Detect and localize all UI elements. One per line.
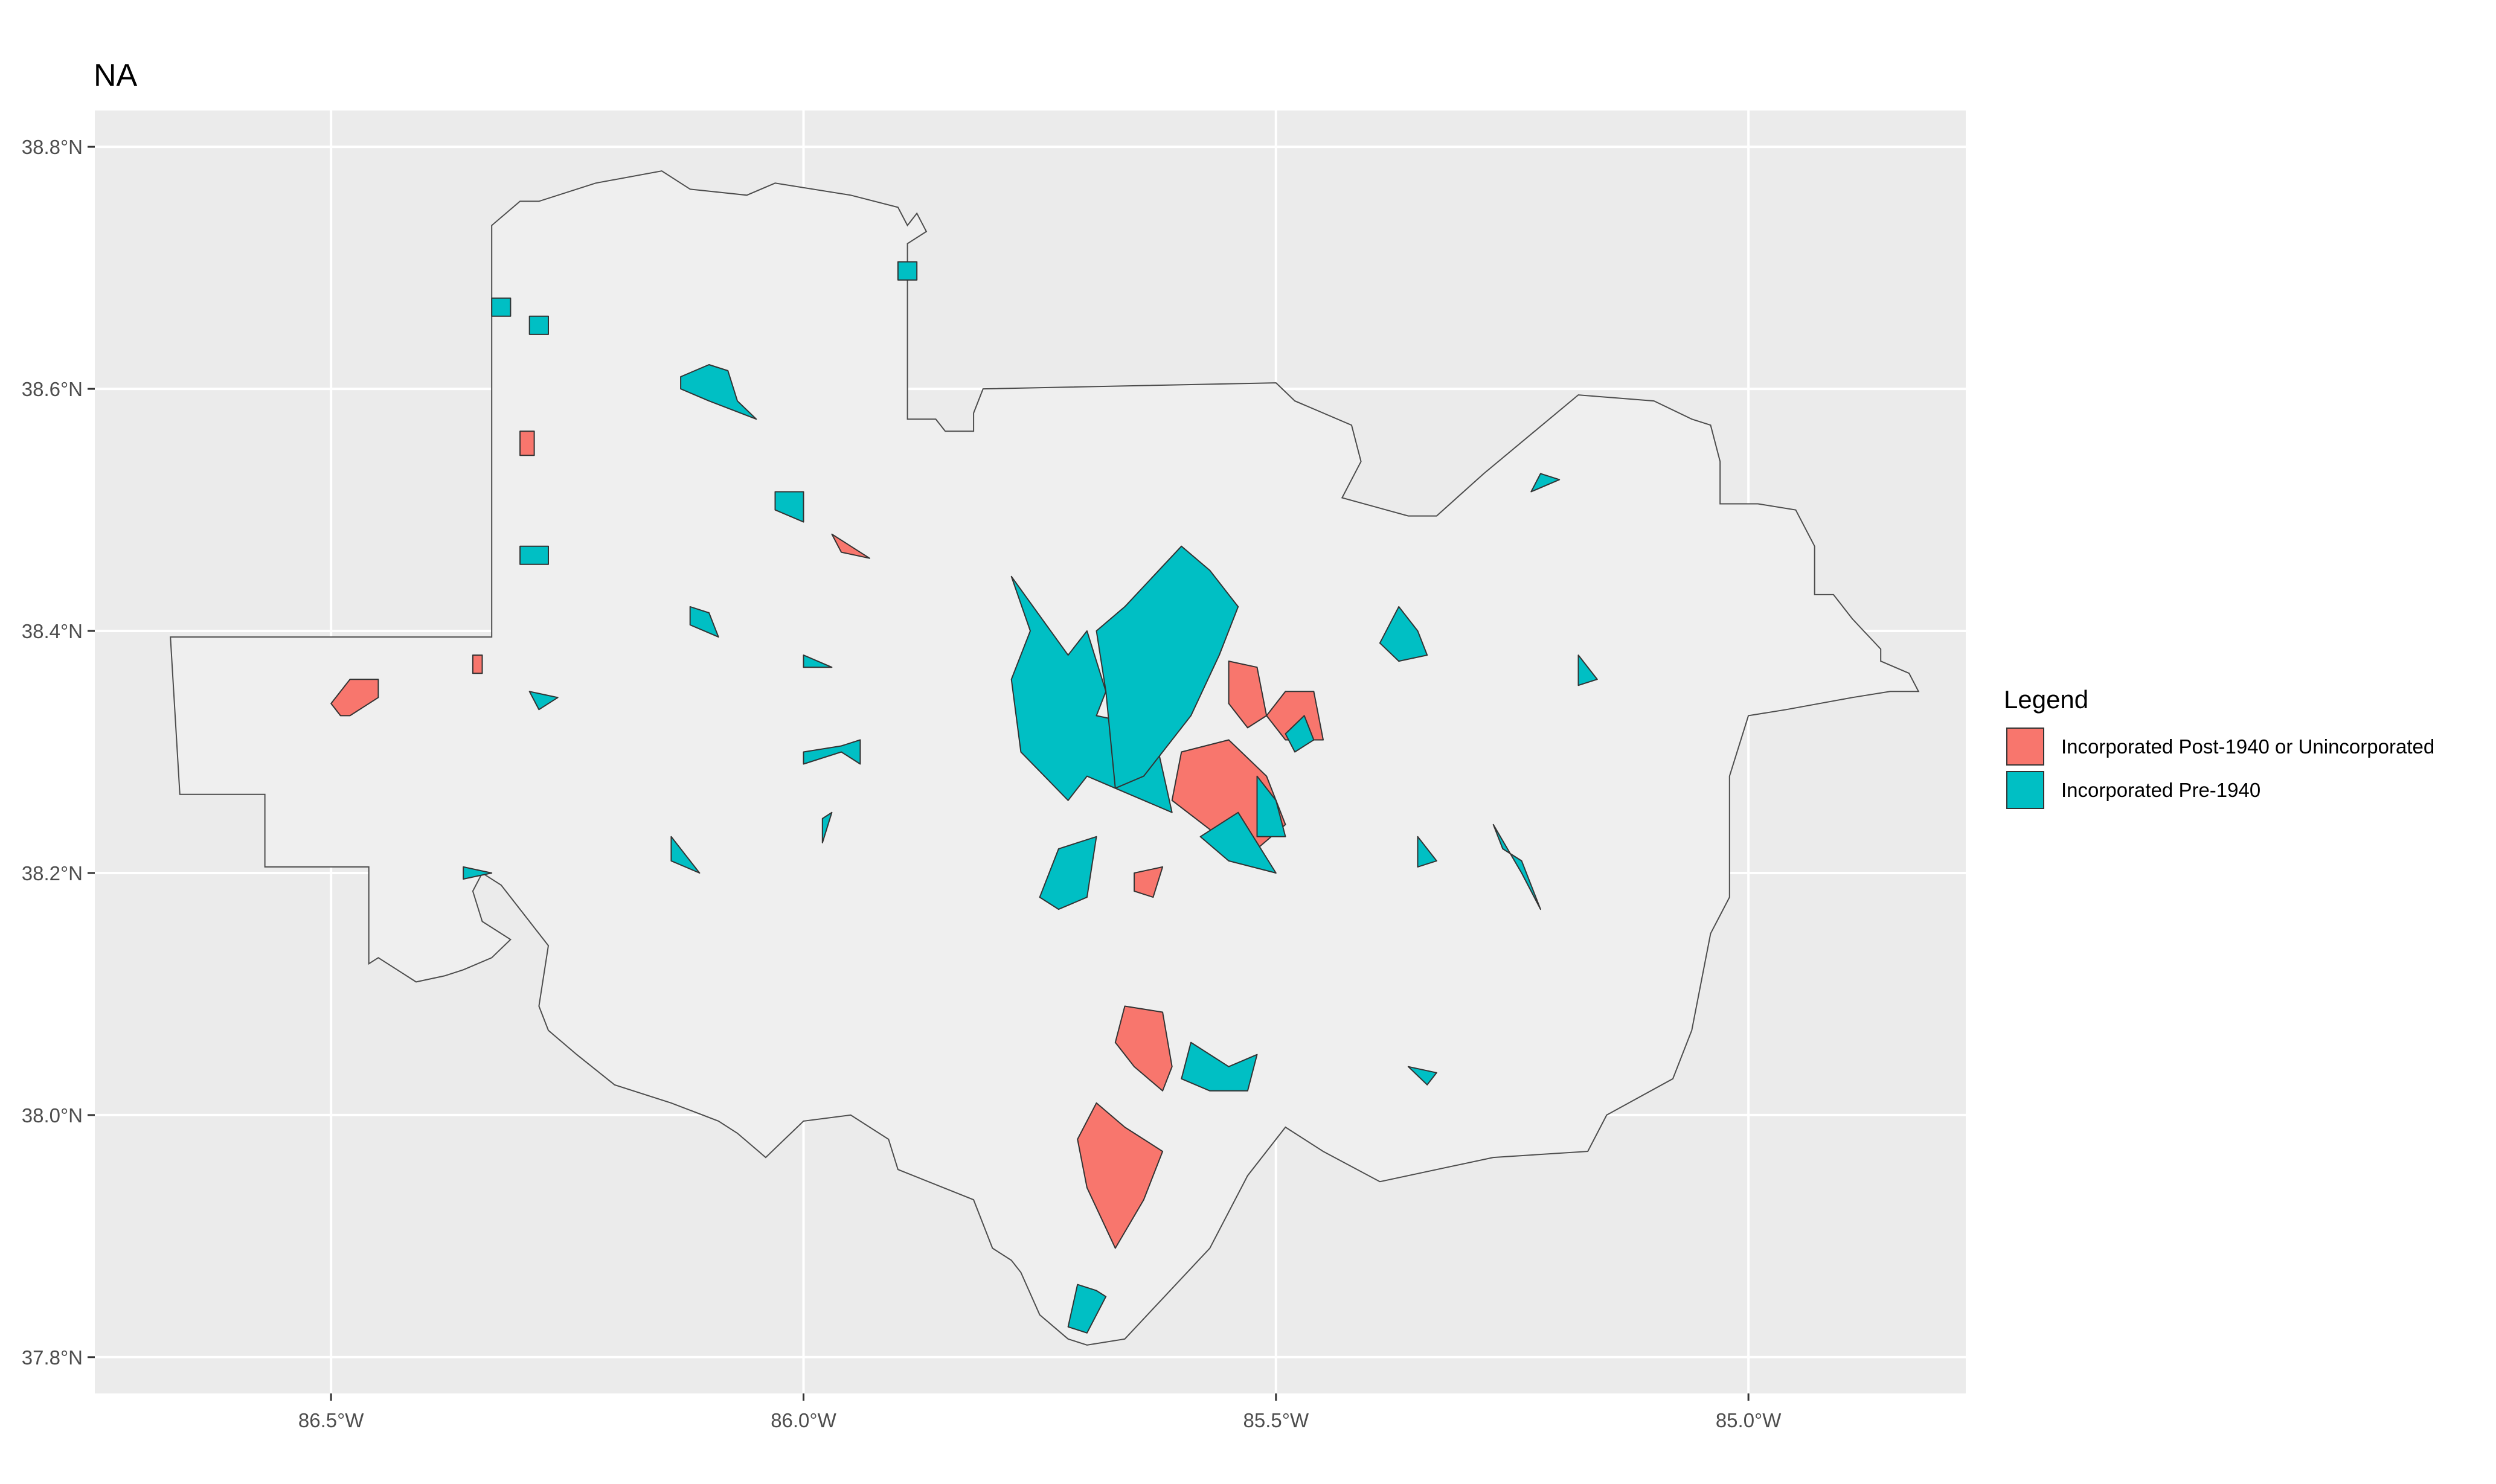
y-tick-label: 38.8°N (22, 136, 83, 158)
x-tick-label: 85.0°W (1716, 1409, 1782, 1431)
post1940-area (831, 533, 870, 559)
pre1940-area (774, 491, 804, 523)
y-tick-label: 38.0°N (22, 1104, 83, 1127)
pre1940-area (1530, 473, 1561, 493)
post1940-area (1077, 1102, 1164, 1249)
pre1940-area (803, 739, 861, 765)
post1940-area (1114, 1005, 1173, 1092)
pre1940-area (1407, 1066, 1437, 1086)
x-axis: 86.5°W 86.0°W 85.5°W 85.0°W (298, 1393, 1782, 1431)
pre1940-area (897, 261, 918, 281)
post1940-area (472, 654, 483, 674)
x-tick-label: 86.0°W (771, 1409, 836, 1431)
y-axis: 38.8°N 38.6°N 38.4°N 38.2°N 38.0°N 37.8°N (22, 136, 95, 1369)
pre1940-area (1067, 1284, 1107, 1334)
post1940-area (330, 679, 379, 717)
pre1940-area (1039, 836, 1097, 910)
legend: Legend Incorporated Post-1940 or Unincor… (2004, 685, 2434, 809)
pre1940-area (491, 297, 512, 317)
plot-title: NA (94, 58, 138, 93)
y-tick-label: 38.2°N (22, 862, 83, 884)
pre1940-area (528, 315, 549, 335)
pre1940-area (1181, 1041, 1258, 1092)
pre1940-area (1577, 654, 1598, 686)
pre1940-area (519, 545, 549, 565)
pre1940-area (1199, 811, 1277, 874)
incorporated-areas (330, 261, 1598, 1334)
pre1940-area (1256, 775, 1286, 837)
pre1940-area (528, 691, 559, 711)
legend-swatch-pre1940 (2006, 771, 2044, 809)
pre1940-area (680, 364, 757, 420)
legend-label-pre1940: Incorporated Pre-1940 (2061, 779, 2260, 801)
post1940-area (1228, 660, 1268, 729)
pre1940-area (1492, 824, 1541, 910)
y-tick-label: 38.4°N (22, 620, 83, 642)
pre1940-area (689, 606, 719, 638)
post1940-area (1134, 866, 1164, 898)
legend-swatch-post1940 (2006, 728, 2044, 766)
pre1940-area (670, 836, 701, 874)
pre1940-area (803, 654, 833, 668)
pre1940-area (463, 866, 493, 880)
post1940-area (519, 430, 535, 456)
legend-title: Legend (2004, 685, 2088, 714)
legend-label-post1940: Incorporated Post-1940 or Unincorporated (2061, 735, 2434, 758)
x-tick-label: 86.5°W (298, 1409, 364, 1431)
pre1940-area (821, 811, 833, 843)
y-tick-label: 37.8°N (22, 1346, 83, 1369)
pre1940-area (1285, 715, 1315, 753)
y-tick-label: 38.6°N (22, 378, 83, 400)
pre1940-area (1417, 836, 1437, 868)
pre1940-area (1379, 606, 1428, 662)
x-tick-label: 85.5°W (1243, 1409, 1309, 1431)
pre1940-area (1096, 545, 1239, 789)
